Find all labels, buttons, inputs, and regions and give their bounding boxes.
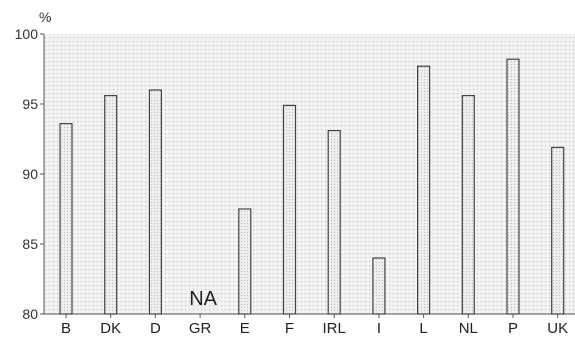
- x-tick-label-nl: NL: [459, 320, 478, 337]
- bar-nl: [461, 94, 475, 315]
- bar-uk: [551, 146, 565, 315]
- x-tick-label-gr: GR: [189, 320, 212, 337]
- x-tick-label-i: I: [377, 320, 381, 337]
- bar-d: [148, 89, 162, 315]
- y-tick-labels: 80 85 90 95 100: [15, 26, 44, 322]
- x-tick-label-uk: UK: [547, 320, 568, 337]
- x-tick-label-b: B: [61, 320, 71, 337]
- x-tick-label-dk: DK: [100, 320, 121, 337]
- annotation-gr: NA: [189, 288, 217, 310]
- x-tick-label-d: D: [150, 320, 161, 337]
- bar-i: [372, 257, 386, 315]
- bar-irl: [327, 130, 341, 315]
- x-tick-label-f: F: [285, 320, 294, 337]
- y-tick-label: 95: [22, 96, 38, 112]
- x-tick-label-irl: IRL: [323, 320, 346, 337]
- bar-dk: [104, 94, 118, 315]
- y-tick-label: 90: [22, 166, 38, 182]
- bar-b: [59, 122, 73, 315]
- bar-l: [417, 65, 431, 315]
- x-tick-label-e: E: [240, 320, 250, 337]
- bar-f: [282, 104, 297, 315]
- annotations: NA: [189, 288, 217, 310]
- y-tick-label: 100: [15, 26, 39, 42]
- plot-dot-grid: [44, 34, 575, 314]
- bar-e: [238, 208, 252, 315]
- x-tick-label-p: P: [508, 320, 518, 337]
- bars: [59, 58, 565, 315]
- y-tick-label: 80: [22, 306, 38, 322]
- bar-p: [506, 58, 520, 315]
- y-unit-label: %: [39, 9, 51, 25]
- x-tick-labels: B DK D GR E F IRL I L NL P UK: [61, 314, 568, 337]
- x-tick-label-l: L: [419, 320, 427, 337]
- y-tick-label: 85: [22, 236, 38, 252]
